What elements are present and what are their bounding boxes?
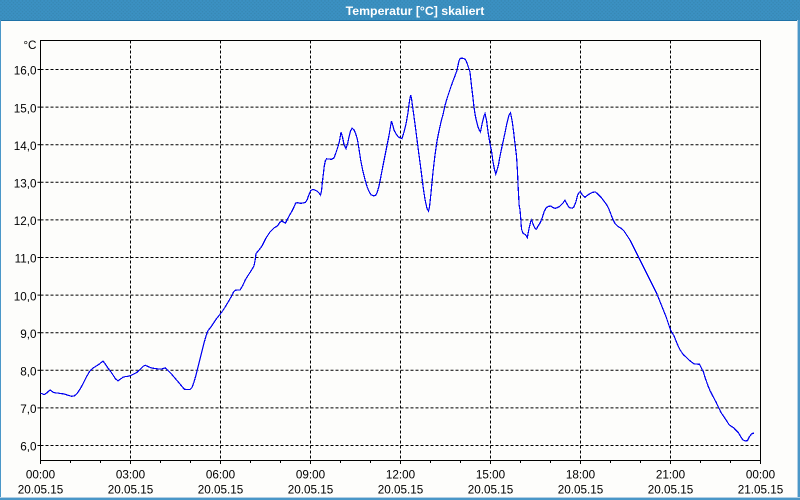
svg-text:20.05.15: 20.05.15 bbox=[378, 483, 424, 496]
svg-text:10,0: 10,0 bbox=[14, 290, 37, 303]
svg-text:20.05.15: 20.05.15 bbox=[198, 483, 244, 496]
svg-text:21:00: 21:00 bbox=[656, 468, 686, 481]
svg-text:7,0: 7,0 bbox=[20, 403, 37, 416]
svg-text:16,0: 16,0 bbox=[14, 65, 37, 78]
svg-text:21.05.15: 21.05.15 bbox=[738, 483, 784, 496]
svg-text:03:00: 03:00 bbox=[116, 468, 146, 481]
svg-text:8,0: 8,0 bbox=[20, 366, 37, 379]
svg-text:15,0: 15,0 bbox=[14, 102, 37, 115]
svg-text:°C: °C bbox=[23, 39, 36, 52]
svg-text:18:00: 18:00 bbox=[566, 468, 596, 481]
svg-text:12:00: 12:00 bbox=[386, 468, 416, 481]
svg-text:13,0: 13,0 bbox=[14, 178, 37, 191]
svg-text:12,0: 12,0 bbox=[14, 215, 37, 228]
svg-text:06:00: 06:00 bbox=[206, 468, 236, 481]
svg-text:11,0: 11,0 bbox=[15, 253, 37, 266]
svg-text:20.05.15: 20.05.15 bbox=[648, 483, 694, 496]
svg-text:20.05.15: 20.05.15 bbox=[468, 483, 514, 496]
svg-text:15:00: 15:00 bbox=[476, 468, 506, 481]
svg-text:6,0: 6,0 bbox=[20, 441, 37, 454]
svg-text:20.05.15: 20.05.15 bbox=[108, 483, 154, 496]
svg-text:20.05.15: 20.05.15 bbox=[18, 483, 64, 496]
svg-text:09:00: 09:00 bbox=[296, 468, 326, 481]
svg-text:20.05.15: 20.05.15 bbox=[288, 483, 334, 496]
svg-text:20.05.15: 20.05.15 bbox=[558, 483, 604, 496]
svg-text:00:00: 00:00 bbox=[746, 468, 776, 481]
svg-text:14,0: 14,0 bbox=[14, 140, 37, 153]
svg-text:00:00: 00:00 bbox=[26, 468, 56, 481]
svg-text:9,0: 9,0 bbox=[20, 328, 37, 341]
